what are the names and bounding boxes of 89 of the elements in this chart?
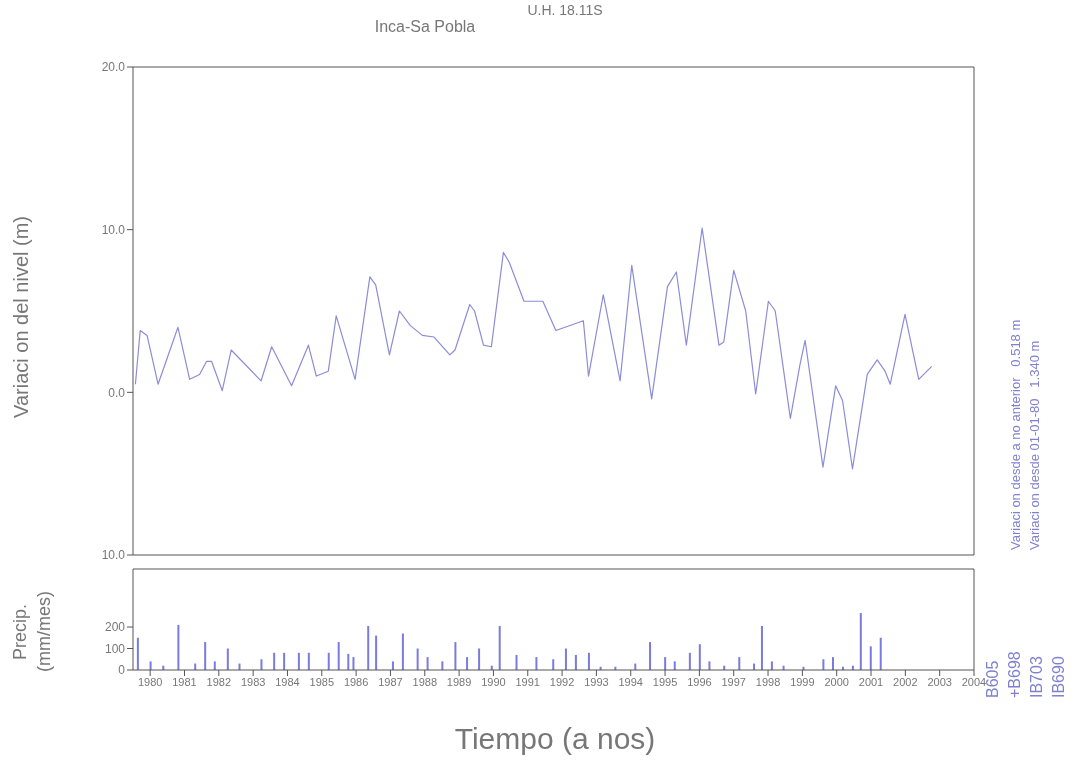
bar	[273, 652, 276, 670]
bar	[832, 657, 834, 670]
x-tick-label: 1983	[240, 675, 266, 688]
bar	[401, 633, 404, 670]
bar	[574, 654, 577, 670]
x-tick-label: 1990	[481, 675, 506, 688]
y-tick-label: 100	[104, 641, 126, 656]
x-tick-label: 1996	[687, 675, 712, 688]
bar	[587, 652, 590, 670]
x-tick-label: 1981	[172, 675, 197, 688]
bar	[213, 661, 216, 670]
x-tick-label: 2000	[824, 675, 849, 688]
y-axis-title: Precip. (mm/mes)	[9, 590, 55, 675]
bar	[149, 661, 152, 670]
y-tick-label: 0	[118, 663, 126, 678]
bar	[859, 613, 862, 670]
chart-subtitle: Inca-Sa Pobla	[373, 18, 477, 36]
bar	[375, 635, 378, 670]
bar	[688, 652, 691, 670]
bar	[177, 624, 180, 670]
x-tick-label: 1989	[446, 675, 472, 688]
bar	[698, 644, 701, 670]
bar	[564, 648, 567, 670]
bar	[879, 637, 882, 670]
y-tick-label: 200	[104, 620, 126, 635]
bar	[416, 648, 419, 670]
bar	[535, 657, 538, 670]
y-axis-title: Variaci on del nivel (m)	[10, 216, 33, 418]
bar	[466, 657, 469, 670]
bar	[478, 648, 481, 670]
x-tick-label: 1988	[412, 675, 438, 688]
bar	[664, 657, 667, 670]
x-tick-label: 1985	[309, 675, 335, 688]
bar	[352, 657, 355, 670]
bar	[136, 637, 139, 670]
x-tick-label: 2001	[858, 675, 884, 688]
x-tick-label: 1992	[549, 675, 575, 688]
y-tick-label: 10.0	[101, 222, 126, 237]
bar	[649, 642, 652, 670]
bar	[307, 652, 310, 670]
bar	[738, 657, 741, 670]
bar	[327, 652, 330, 670]
x-tick-label: 1986	[343, 675, 369, 688]
y-tick-label: 20.0	[101, 60, 126, 75]
chart-title: U.H. 18.11S	[526, 2, 604, 18]
bar	[260, 659, 263, 670]
y-tick-label: 10.0	[101, 548, 126, 563]
text: IB703	[1028, 655, 1046, 698]
x-tick-label: 2003	[927, 675, 952, 688]
bar	[283, 652, 286, 670]
x-tick-label: 1997	[721, 675, 746, 688]
bar	[822, 659, 825, 670]
text: IB690	[1050, 655, 1068, 698]
x-tick-label: 1991	[515, 675, 540, 688]
bar	[760, 625, 763, 670]
bar	[441, 661, 444, 670]
bar	[708, 661, 711, 670]
x-axis-title: Tiempo (a nos)	[453, 722, 657, 756]
bar	[426, 657, 429, 670]
bar	[552, 659, 555, 670]
line-series	[134, 227, 933, 470]
bar	[297, 652, 300, 670]
y-tick-label: 0.0	[108, 385, 126, 400]
bar	[391, 661, 394, 670]
text: +B698	[1006, 650, 1024, 698]
x-tick-label: 1999	[790, 675, 815, 688]
x-tick-label: 1987	[378, 675, 403, 688]
bar	[515, 654, 518, 670]
x-tick-label: 2002	[893, 675, 918, 688]
bar	[770, 661, 773, 670]
x-tick-label: 2004	[961, 675, 987, 688]
x-tick-label: 1982	[206, 675, 232, 688]
bar	[673, 661, 676, 670]
bar	[204, 642, 207, 670]
bar	[454, 642, 457, 670]
bar	[367, 625, 370, 670]
text: Variaci on desde a no anterior 0.518 m	[1008, 318, 1023, 550]
x-tick-label: 1984	[275, 675, 300, 688]
x-tick-label: 1994	[618, 675, 643, 688]
x-tick-label: 1993	[584, 675, 609, 688]
bar	[347, 653, 350, 670]
bar	[498, 625, 501, 670]
bar	[337, 642, 340, 670]
x-tick-label: 1980	[137, 675, 163, 688]
x-tick-label: 1995	[652, 675, 678, 688]
x-tick-label: 1998	[755, 675, 781, 688]
text: Variaci on desde 01-01-80 1.340 m	[1027, 339, 1042, 550]
bar	[226, 648, 229, 670]
bar	[869, 646, 872, 670]
